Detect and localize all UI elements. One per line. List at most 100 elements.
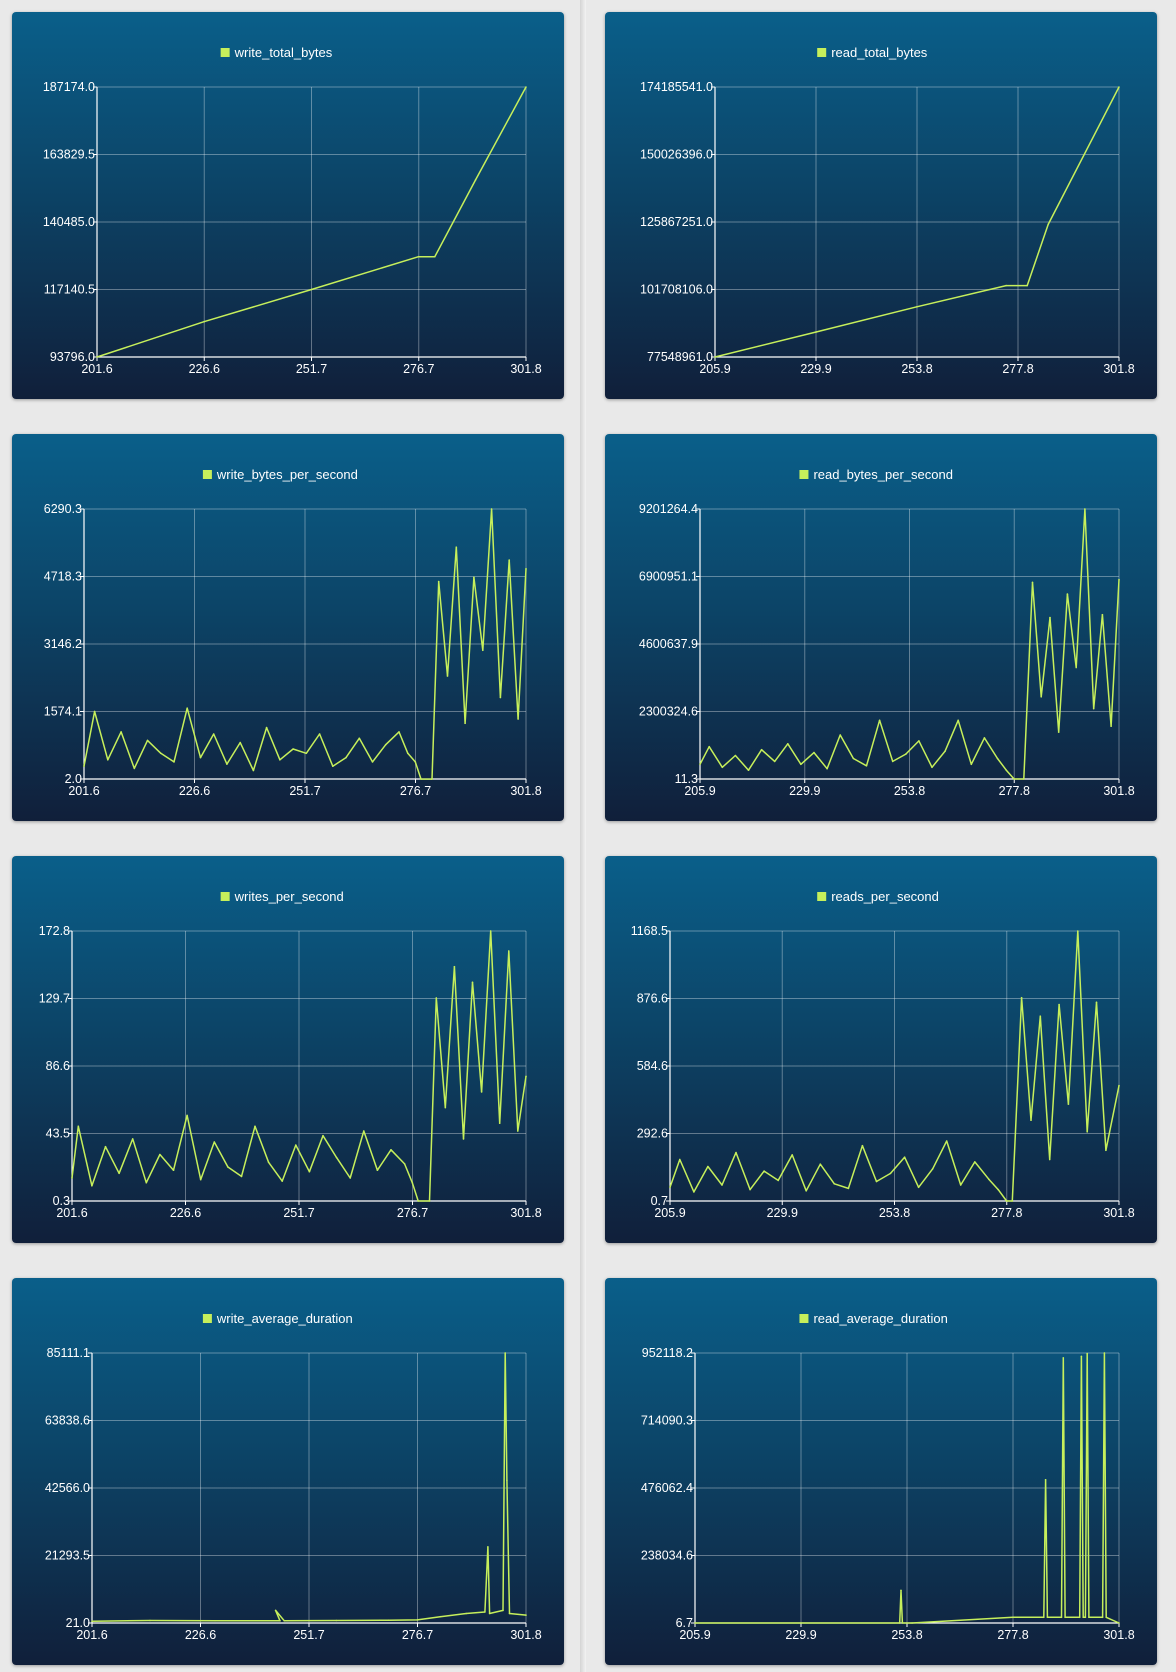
data-point (1080, 1355, 1083, 1358)
chart-svg: write_total_bytes 93796.0 117140.5 140485.0… (43, 45, 542, 376)
data-point (281, 1180, 284, 1182)
data-point (517, 1130, 519, 1132)
data-point (749, 1188, 751, 1191)
legend-label: write_bytes_per_second (216, 467, 358, 482)
x-tick-label: 301.8 (1103, 362, 1134, 376)
y-tick-label: 21.0 (66, 1616, 90, 1630)
y-tick-label: 238034.6 (641, 1549, 693, 1563)
data-point (847, 1187, 850, 1190)
data-point (104, 1145, 107, 1148)
data-point (1118, 1084, 1120, 1087)
x-tick-label: 229.9 (789, 784, 820, 798)
data-point (694, 1622, 696, 1624)
data-point (1046, 1616, 1049, 1619)
data-point (308, 1170, 311, 1173)
data-point (474, 179, 477, 181)
data-point (760, 748, 763, 751)
x-tick-label: 253.8 (894, 784, 925, 798)
chart-svg: reads_per_second 0.7 292.6 584.6 876.6 1168.5… (631, 889, 1135, 1220)
data-point (363, 1130, 365, 1132)
x-tick-label: 253.8 (891, 1628, 922, 1642)
chart-panel-write-total-bytes: write_total_bytes 93796.0 117140.5 140485.0… (12, 12, 564, 399)
data-point (1105, 1149, 1107, 1152)
data-point (120, 731, 122, 733)
y-tick-label: 150026396.0 (640, 148, 713, 162)
data-point (133, 767, 136, 770)
chart-panel-reads-per-second: reads_per_second 0.7 292.6 584.6 876.6 1168.5… (605, 856, 1157, 1243)
data-point (911, 1622, 913, 1624)
data-point (387, 1619, 390, 1621)
data-point (473, 576, 475, 579)
y-tick-label: 11.3 (675, 772, 698, 786)
data-point (791, 1154, 793, 1156)
data-point (721, 766, 724, 769)
data-point (988, 1178, 990, 1180)
chart-legend: read_bytes_per_second (799, 467, 953, 482)
data-point (525, 1075, 527, 1078)
data-point (1043, 1616, 1045, 1619)
data-point (498, 1122, 501, 1124)
data-point (159, 1153, 161, 1156)
data-point (1078, 1616, 1081, 1619)
data-point (1067, 1103, 1070, 1105)
data-point (852, 757, 855, 760)
data-point (1048, 1158, 1051, 1161)
data-point (292, 748, 294, 750)
data-point (970, 763, 973, 766)
data-point (240, 1175, 243, 1178)
data-point (1118, 1622, 1120, 1624)
column-divider (580, 0, 586, 1672)
data-point (265, 726, 268, 729)
data-point (455, 546, 458, 548)
y-tick-label: 1168.5 (631, 924, 668, 938)
data-point (77, 1125, 80, 1128)
y-tick-label: 140485.0 (43, 215, 95, 229)
data-point (777, 1179, 779, 1182)
y-tick-label: 187174.0 (43, 80, 95, 94)
chart-legend: write_bytes_per_second (202, 467, 358, 482)
y-tick-label: 172.8 (39, 924, 70, 938)
data-point (1086, 1131, 1088, 1133)
data-point (431, 778, 433, 780)
x-tick-label: 205.9 (684, 784, 715, 798)
data-point (434, 255, 436, 258)
y-tick-label: 4718.3 (44, 570, 82, 584)
data-point (815, 331, 817, 333)
data-point (1030, 1119, 1032, 1121)
data-point (508, 559, 511, 561)
y-tick-label: 0.7 (651, 1194, 668, 1208)
legend-swatch (202, 1314, 212, 1323)
data-point (1020, 996, 1023, 999)
y-tick-label: 714090.3 (641, 1414, 693, 1428)
data-point (1012, 1616, 1014, 1619)
x-tick-label: 201.6 (56, 1206, 87, 1220)
data-point (813, 751, 815, 754)
y-tick-label: 77548961.0 (647, 350, 713, 364)
data-point (1005, 769, 1008, 771)
legend-label: write_average_duration (216, 1311, 353, 1326)
data-point (1086, 1352, 1088, 1355)
data-point (283, 1620, 286, 1622)
data-point (1023, 778, 1025, 780)
chart-panel-read-total-bytes: read_total_bytes 77548961.0 101708106.0 125… (605, 12, 1157, 399)
x-tick-label: 201.6 (68, 784, 99, 798)
data-point (83, 765, 85, 767)
data-point (417, 1200, 420, 1202)
x-tick-label: 201.6 (76, 1628, 107, 1642)
data-point (420, 778, 422, 780)
data-point (279, 759, 281, 761)
data-point (274, 1609, 277, 1612)
data-point (149, 1619, 151, 1622)
data-point (1118, 578, 1120, 581)
data-point (462, 1138, 465, 1140)
y-tick-label: 117140.5 (44, 283, 95, 297)
x-tick-label: 276.7 (402, 1628, 433, 1642)
data-point (1075, 666, 1077, 669)
data-point (721, 1184, 723, 1186)
data-point (502, 1609, 504, 1612)
x-tick-label: 251.7 (289, 784, 320, 798)
y-tick-label: 174185541.0 (640, 80, 713, 94)
data-point (428, 1200, 431, 1202)
data-point (506, 1479, 508, 1482)
data-point (931, 1168, 934, 1170)
